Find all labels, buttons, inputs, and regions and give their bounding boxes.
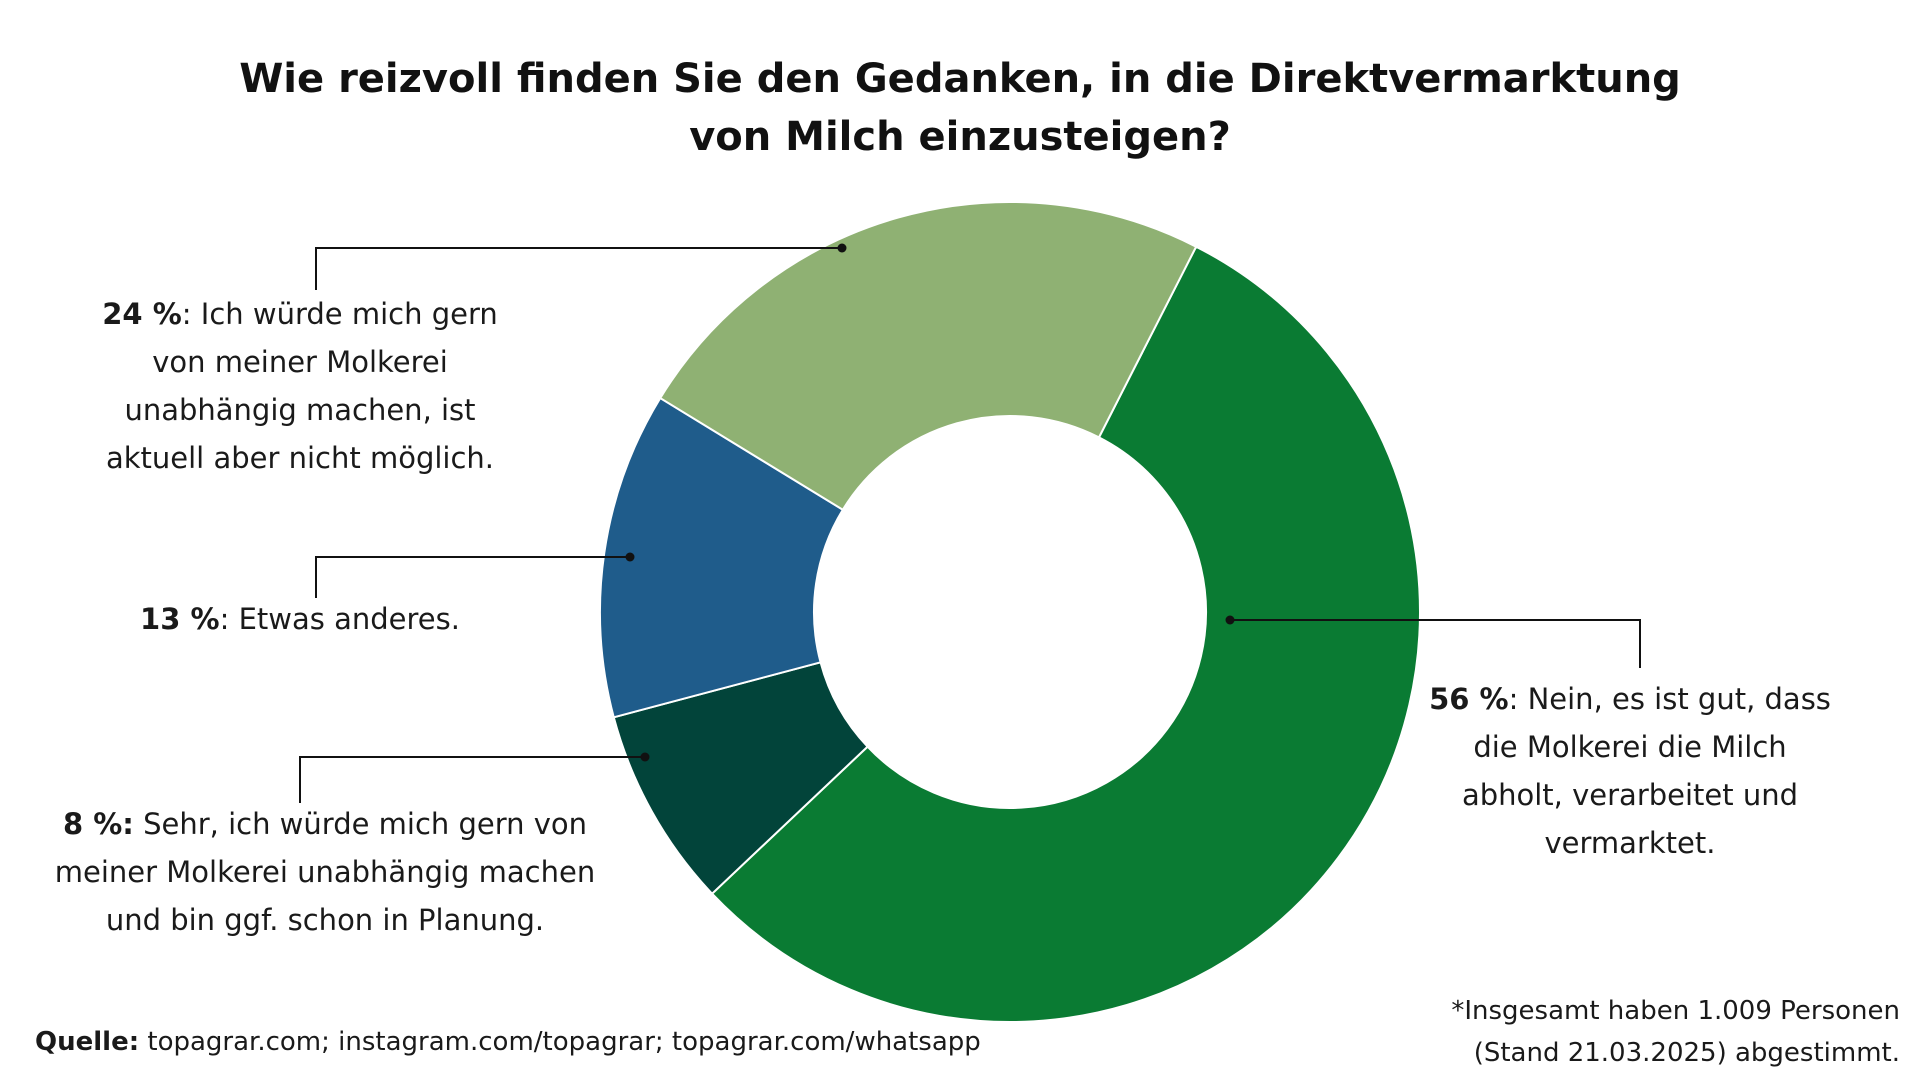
slice-value-8: 8 %:	[62, 807, 134, 841]
donut-slice-13	[599, 396, 845, 719]
slice-label-24: 24 %: Ich würde mich gern von meiner Mol…	[102, 297, 498, 475]
slice-text-8: Sehr, ich würde mich gern von meiner Mol…	[54, 807, 596, 937]
leader-dot-56	[1225, 615, 1235, 625]
donut-slice-56	[710, 245, 1421, 1023]
source-label: Quelle:	[35, 1027, 140, 1057]
slice-text-13: Etwas anderes.	[238, 602, 460, 636]
leader-line-13	[315, 556, 630, 598]
leader-dot-13	[625, 552, 635, 562]
leader-line-8	[299, 756, 645, 803]
footnote-line-2: (Stand 21.03.2025) abgestimmt.	[1473, 1038, 1900, 1068]
footnote-line-1: *Insgesamt haben 1.009 Personen	[1451, 996, 1900, 1026]
slice-value-24: 24 %	[102, 297, 182, 331]
chart-title: Wie reizvoll finden Sie den Gedanken, in…	[0, 50, 1920, 166]
slice-value-13: 13 %	[140, 602, 220, 636]
chart-title-line-1: Wie reizvoll finden Sie den Gedanken, in…	[239, 56, 1681, 102]
slice-label-13: 13 %: Etwas anderes.	[140, 602, 460, 636]
source-note: Quelle: topagrar.com; instagram.com/topa…	[35, 1027, 981, 1057]
slice-label-8: 8 %: Sehr, ich würde mich gern von meine…	[50, 800, 600, 944]
slice-text-24: Ich würde mich gern von meiner Molkerei …	[105, 297, 498, 475]
leader-line-24	[315, 247, 842, 290]
chart-title-line-2: von Milch einzusteigen?	[689, 114, 1231, 160]
slice-value-56: 56 %	[1429, 682, 1509, 716]
donut-slice-24	[658, 201, 1198, 512]
source-text: topagrar.com; instagram.com/topagrar; to…	[147, 1027, 981, 1057]
leader-line-56	[1230, 619, 1641, 668]
leader-dot-8	[640, 752, 650, 762]
slice-label-56: 56 %: Nein, es ist gut, dass die Molkere…	[1429, 682, 1831, 860]
slice-text-56: Nein, es ist gut, dass die Molkerei die …	[1461, 682, 1831, 860]
leader-dot-24	[837, 243, 847, 253]
footnote: *Insgesamt haben 1.009 Personen (Stand 2…	[1451, 990, 1900, 1074]
